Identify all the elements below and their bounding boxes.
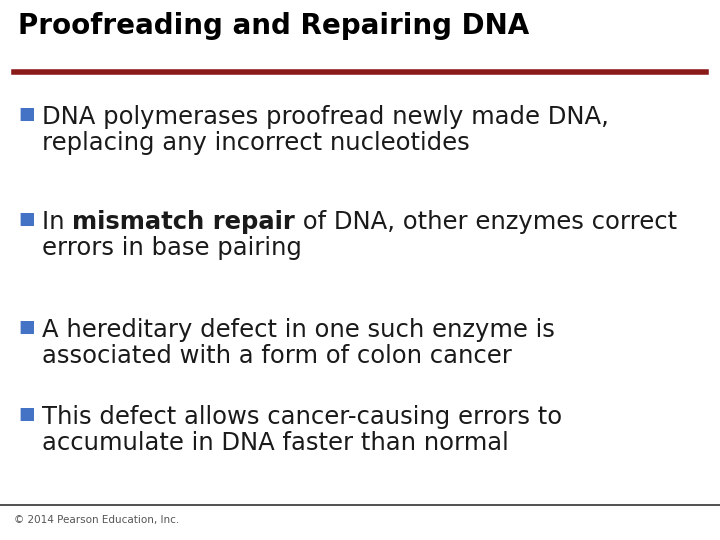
Text: DNA polymerases proofread newly made DNA,: DNA polymerases proofread newly made DNA… [42, 105, 609, 129]
Text: mismatch repair: mismatch repair [72, 210, 295, 234]
Text: © 2014 Pearson Education, Inc.: © 2014 Pearson Education, Inc. [14, 515, 179, 525]
Text: ■: ■ [18, 210, 35, 228]
Text: associated with a form of colon cancer: associated with a form of colon cancer [42, 344, 512, 368]
Text: ■: ■ [18, 405, 35, 423]
Text: accumulate in DNA faster than normal: accumulate in DNA faster than normal [42, 431, 509, 455]
Text: This defect allows cancer-causing errors to: This defect allows cancer-causing errors… [42, 405, 562, 429]
Text: of DNA, other enzymes correct: of DNA, other enzymes correct [295, 210, 677, 234]
Text: replacing any incorrect nucleotides: replacing any incorrect nucleotides [42, 131, 469, 155]
Text: A hereditary defect in one such enzyme is: A hereditary defect in one such enzyme i… [42, 318, 555, 342]
Text: In: In [42, 210, 72, 234]
Text: ■: ■ [18, 318, 35, 336]
Text: errors in base pairing: errors in base pairing [42, 236, 302, 260]
Text: Proofreading and Repairing DNA: Proofreading and Repairing DNA [18, 12, 529, 40]
Text: ■: ■ [18, 105, 35, 123]
